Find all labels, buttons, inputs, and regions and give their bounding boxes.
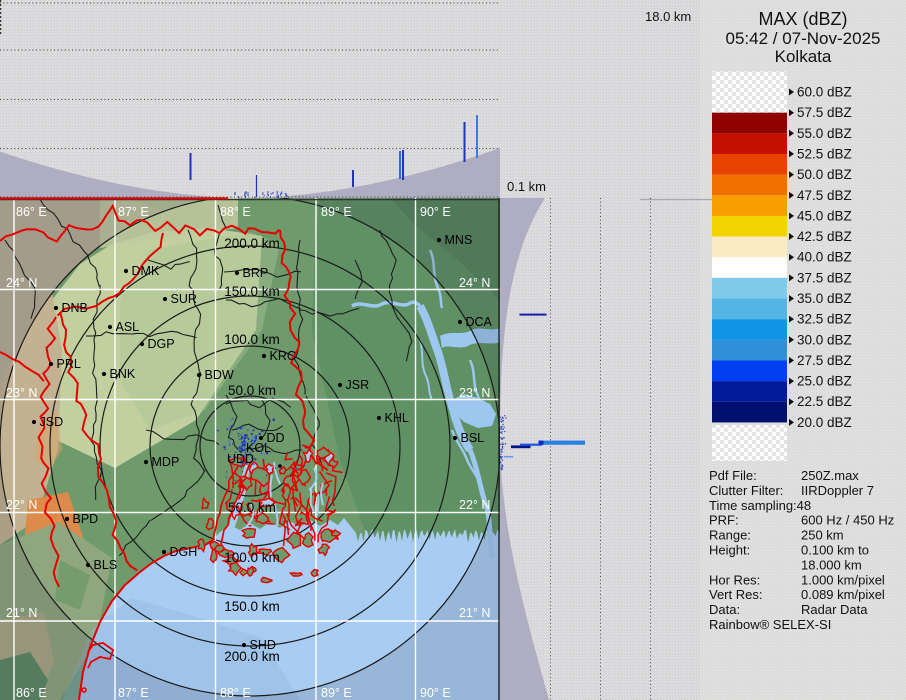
svg-text:60.0 dBZ: 60.0 dBZ bbox=[797, 85, 852, 100]
svg-text:89° E: 89° E bbox=[321, 205, 352, 219]
svg-text:50.0 km: 50.0 km bbox=[228, 383, 276, 398]
svg-text:KRC: KRC bbox=[270, 349, 296, 363]
svg-text:0.089 km/pixel: 0.089 km/pixel bbox=[801, 587, 885, 602]
svg-text:47.5 dBZ: 47.5 dBZ bbox=[797, 188, 852, 203]
svg-text:UDD: UDD bbox=[227, 452, 254, 466]
svg-text:20.0 dBZ: 20.0 dBZ bbox=[797, 415, 852, 430]
svg-text:24° N: 24° N bbox=[459, 276, 490, 290]
svg-text:87° E: 87° E bbox=[118, 205, 149, 219]
svg-text:Radar Data: Radar Data bbox=[801, 602, 868, 617]
svg-text:23° N: 23° N bbox=[459, 386, 490, 400]
svg-text:Hor Res:: Hor Res: bbox=[709, 572, 760, 587]
svg-text:22° N: 22° N bbox=[6, 498, 37, 512]
svg-text:1.000 km/pixel: 1.000 km/pixel bbox=[801, 572, 885, 587]
svg-text:25.0 dBZ: 25.0 dBZ bbox=[797, 374, 852, 389]
svg-text:Rainbow® SELEX-SI: Rainbow® SELEX-SI bbox=[709, 617, 831, 632]
svg-text:55.0 dBZ: 55.0 dBZ bbox=[797, 126, 852, 141]
svg-text:100.0 km: 100.0 km bbox=[224, 550, 280, 565]
svg-text:MNS: MNS bbox=[445, 233, 473, 247]
svg-text:42.5 dBZ: 42.5 dBZ bbox=[797, 229, 852, 244]
svg-text:PRF:: PRF: bbox=[709, 513, 739, 528]
svg-text:KOL: KOL bbox=[246, 441, 271, 455]
svg-text:DD: DD bbox=[267, 431, 285, 445]
svg-text:18.000 km: 18.000 km bbox=[801, 557, 862, 572]
svg-text:IIRDoppler 7: IIRDoppler 7 bbox=[801, 483, 874, 498]
svg-text:PRL: PRL bbox=[57, 357, 81, 371]
svg-text:50.0 dBZ: 50.0 dBZ bbox=[797, 167, 852, 182]
svg-text:BSL: BSL bbox=[461, 431, 485, 445]
svg-text:Data:: Data: bbox=[709, 602, 740, 617]
svg-text:90° E: 90° E bbox=[420, 205, 451, 219]
svg-text:86° E: 86° E bbox=[16, 205, 47, 219]
svg-text:BNK: BNK bbox=[110, 367, 136, 381]
svg-text:86° E: 86° E bbox=[16, 686, 47, 700]
svg-text:JSR: JSR bbox=[346, 378, 370, 392]
svg-text:21° N: 21° N bbox=[459, 606, 490, 620]
svg-text:SUR: SUR bbox=[171, 292, 197, 306]
svg-text:50.0 km: 50.0 km bbox=[228, 500, 276, 515]
svg-text:87° E: 87° E bbox=[118, 686, 149, 700]
svg-text:23° N: 23° N bbox=[6, 386, 37, 400]
svg-text:57.5 dBZ: 57.5 dBZ bbox=[797, 105, 852, 120]
svg-text:24° N: 24° N bbox=[6, 276, 37, 290]
svg-text:Time sampling:48: Time sampling:48 bbox=[709, 498, 811, 513]
svg-text:ASL: ASL bbox=[116, 320, 140, 334]
svg-text:88° E: 88° E bbox=[220, 686, 251, 700]
svg-text:MDP: MDP bbox=[152, 455, 180, 469]
svg-text:DCA: DCA bbox=[466, 315, 493, 329]
svg-text:200.0 km: 200.0 km bbox=[224, 649, 280, 664]
svg-text:89° E: 89° E bbox=[321, 686, 352, 700]
svg-text:21° N: 21° N bbox=[6, 606, 37, 620]
svg-text:MAX (dBZ): MAX (dBZ) bbox=[758, 9, 847, 29]
svg-text:DMK: DMK bbox=[132, 264, 160, 278]
svg-text:JSD: JSD bbox=[40, 415, 64, 429]
svg-text:0.1 km: 0.1 km bbox=[507, 179, 546, 194]
svg-text:BLS: BLS bbox=[94, 558, 118, 572]
svg-text:100.0 km: 100.0 km bbox=[224, 332, 280, 347]
svg-text:DGP: DGP bbox=[148, 337, 175, 351]
svg-text:35.0 dBZ: 35.0 dBZ bbox=[797, 291, 852, 306]
svg-text:18.0 km: 18.0 km bbox=[645, 9, 691, 24]
svg-text:150.0 km: 150.0 km bbox=[224, 599, 280, 614]
svg-text:40.0 dBZ: 40.0 dBZ bbox=[797, 250, 852, 265]
svg-text:Kolkata: Kolkata bbox=[775, 47, 832, 66]
svg-text:32.5 dBZ: 32.5 dBZ bbox=[797, 312, 852, 327]
svg-text:Pdf File:: Pdf File: bbox=[709, 468, 757, 483]
svg-text:30.0 dBZ: 30.0 dBZ bbox=[797, 332, 852, 347]
svg-text:37.5 dBZ: 37.5 dBZ bbox=[797, 270, 852, 285]
svg-text:250Z.max: 250Z.max bbox=[801, 468, 859, 483]
svg-text:600 Hz / 450 Hz: 600 Hz / 450 Hz bbox=[801, 513, 894, 528]
svg-text:Height:: Height: bbox=[709, 543, 750, 558]
svg-text:45.0 dBZ: 45.0 dBZ bbox=[797, 208, 852, 223]
svg-text:SHD: SHD bbox=[250, 638, 276, 652]
svg-text:52.5 dBZ: 52.5 dBZ bbox=[797, 146, 852, 161]
svg-text:BDW: BDW bbox=[205, 368, 234, 382]
svg-text:DGH: DGH bbox=[170, 545, 198, 559]
svg-text:22.5 dBZ: 22.5 dBZ bbox=[797, 394, 852, 409]
svg-text:Range:: Range: bbox=[709, 528, 751, 543]
svg-text:Vert Res:: Vert Res: bbox=[709, 587, 762, 602]
svg-text:90° E: 90° E bbox=[420, 686, 451, 700]
svg-text:Clutter Filter:: Clutter Filter: bbox=[709, 483, 783, 498]
svg-text:22° N: 22° N bbox=[459, 498, 490, 512]
svg-text:250 km: 250 km bbox=[801, 528, 844, 543]
svg-text:200.0 km: 200.0 km bbox=[224, 236, 280, 251]
svg-text:27.5 dBZ: 27.5 dBZ bbox=[797, 353, 852, 368]
svg-text:DNB: DNB bbox=[62, 301, 88, 315]
svg-text:150.0 km: 150.0 km bbox=[224, 284, 280, 299]
svg-text:88° E: 88° E bbox=[220, 205, 251, 219]
svg-text:05:42 / 07-Nov-2025: 05:42 / 07-Nov-2025 bbox=[726, 29, 881, 48]
svg-text:BPD: BPD bbox=[73, 512, 99, 526]
svg-text:KHL: KHL bbox=[385, 411, 409, 425]
svg-text:BRP: BRP bbox=[243, 266, 269, 280]
svg-text:0.100 km to: 0.100 km to bbox=[801, 543, 869, 558]
